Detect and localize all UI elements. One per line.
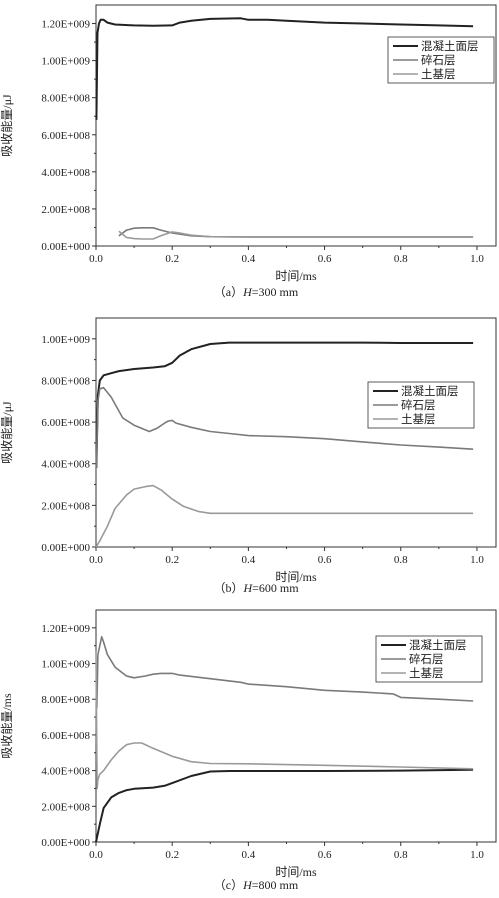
- y-tick-label: 1.00E+009: [41, 659, 90, 671]
- x-axis-label: 时间/ms: [275, 570, 317, 584]
- y-tick-label: 6.00E+008: [41, 130, 90, 142]
- x-tick-label: 0.2: [165, 849, 179, 861]
- caption-value: =800 mm: [252, 878, 299, 892]
- y-tick-label: 8.00E+008: [41, 375, 90, 387]
- y-tick-label: 6.00E+008: [41, 417, 90, 429]
- legend-label: 碎石层: [409, 652, 444, 666]
- figure-caption: （a）H=300 mm: [214, 285, 299, 299]
- x-tick-label: 0.8: [394, 253, 408, 265]
- x-tick-label: 0.2: [165, 554, 179, 566]
- y-axis-label: 吸收能量/μJ: [0, 401, 14, 464]
- y-tick-label: 1.00E+009: [41, 56, 90, 68]
- x-axis-label: 时间/ms: [275, 269, 317, 283]
- caption-variable: H: [242, 581, 253, 595]
- series-line-2: [95, 386, 474, 468]
- caption-variable: H: [242, 285, 253, 299]
- legend-label: 碎石层: [401, 398, 436, 412]
- x-tick-label: 0.2: [165, 253, 179, 265]
- legend-label: 混凝土面层: [409, 638, 467, 652]
- x-tick-label: 0.6: [318, 849, 332, 861]
- y-tick-label: 4.00E+008: [41, 167, 90, 179]
- series-line-3: [95, 484, 474, 548]
- x-tick-label: 1.0: [470, 849, 484, 861]
- caption-prefix: （b）: [213, 581, 243, 595]
- y-tick-label: 0.00E+000: [41, 837, 90, 849]
- y-axis-label: 吸收能量/μJ: [0, 94, 14, 157]
- figure-caption: （c）H=800 mm: [214, 878, 299, 892]
- series-line-1: [95, 341, 474, 468]
- x-tick-label: 1.0: [470, 554, 484, 566]
- y-tick-label: 0.00E+000: [41, 241, 90, 253]
- x-tick-label: 0.8: [394, 849, 408, 861]
- y-tick-label: 1.20E+009: [41, 19, 90, 31]
- y-tick-label: 8.00E+008: [41, 694, 90, 706]
- caption-variable: H: [242, 878, 253, 892]
- legend-label: 混凝土面层: [421, 39, 479, 53]
- y-tick-label: 2.00E+008: [41, 204, 90, 216]
- series-line-1: [95, 17, 474, 120]
- x-tick-label: 0.6: [318, 253, 332, 265]
- caption-prefix: （c）: [214, 878, 243, 892]
- caption-value: =300 mm: [252, 285, 299, 299]
- y-tick-label: 2.00E+008: [41, 801, 90, 813]
- legend-label: 土基层: [421, 68, 456, 81]
- series-line-2: [96, 635, 474, 709]
- legend-label: 土基层: [401, 413, 436, 426]
- x-axis-label: 时间/ms: [275, 865, 317, 879]
- series-line-3: [118, 230, 474, 240]
- legend-label: 碎石层: [421, 53, 456, 67]
- x-tick-label: 0.8: [394, 554, 408, 566]
- chart-panel-2: 0.0 0.2 0.4 0.6 0.8 1.0 0.00E+000 2.00E+008 4.00…: [0, 317, 497, 595]
- series-line-1: [95, 768, 474, 843]
- y-tick-label: 0.00E+000: [41, 542, 90, 554]
- y-tick-label: 4.00E+008: [41, 459, 90, 471]
- figure-caption: （b）H=600 mm: [213, 581, 299, 595]
- chart-panel-3: 0.0 0.2 0.4 0.6 0.8 1.0 0.00E+000 2.00E+008 4.00…: [0, 609, 497, 892]
- x-tick-label: 0.6: [318, 554, 332, 566]
- legend-box: [387, 36, 495, 84]
- caption-prefix: （a）: [214, 285, 243, 299]
- x-tick-label: 0.0: [89, 849, 103, 861]
- x-tick-label: 0.4: [242, 554, 256, 566]
- caption-value: =600 mm: [252, 581, 299, 595]
- y-tick-label: 6.00E+008: [41, 730, 90, 742]
- y-tick-label: 8.00E+008: [41, 93, 90, 105]
- series-line-3: [95, 650, 474, 790]
- x-tick-label: 0.4: [242, 253, 256, 265]
- y-tick-label: 2.00E+008: [41, 500, 90, 512]
- x-tick-label: 1.0: [470, 253, 484, 265]
- chart-panel-1: 0.0 0.2 0.4 0.6 0.8 1.0 0.00E+000 2.00E+008 4.00…: [0, 4, 497, 299]
- plot-frame: [95, 4, 497, 247]
- y-tick-label: 1.00E+009: [41, 334, 90, 346]
- plot-frame: [95, 317, 497, 548]
- y-axis-label: 吸收能量/ms: [0, 693, 14, 759]
- x-tick-label: 0.0: [89, 253, 103, 265]
- y-tick-label: 4.00E+008: [41, 766, 90, 778]
- x-tick-label: 0.0: [89, 554, 103, 566]
- x-tick-label: 0.4: [242, 849, 256, 861]
- legend-label: 土基层: [409, 667, 444, 680]
- y-tick-label: 1.20E+009: [41, 623, 90, 635]
- legend-label: 混凝土面层: [401, 384, 459, 398]
